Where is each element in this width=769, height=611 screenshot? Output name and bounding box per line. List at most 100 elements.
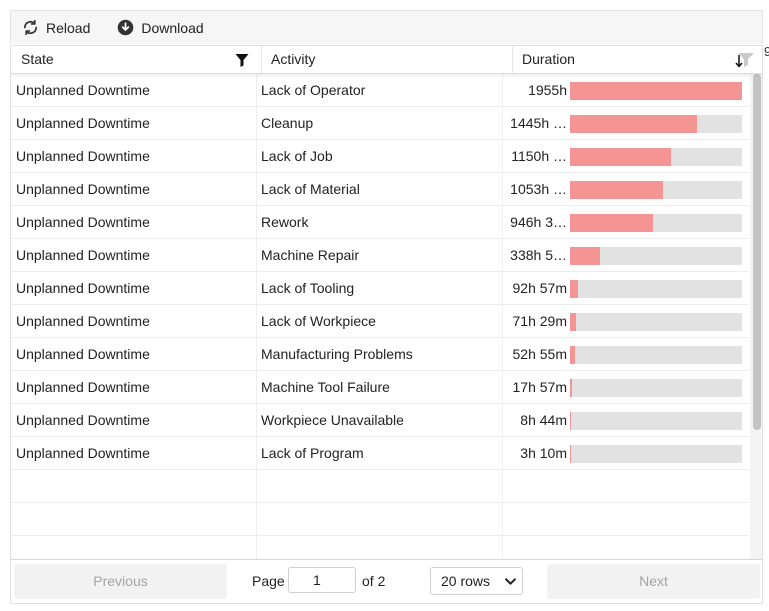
state-cell: Unplanned Downtime	[16, 280, 150, 296]
reload-label: Reload	[46, 19, 91, 36]
activity-cell: Manufacturing Problems	[261, 346, 413, 362]
download-label: Download	[141, 19, 204, 36]
state-cell: Unplanned Downtime	[16, 148, 150, 164]
table-row[interactable]: Unplanned Downtime Lack of Tooling 92h 57m	[11, 272, 749, 305]
duration-cell: 946h 3…	[510, 214, 567, 230]
duration-cell: 1150h …	[511, 148, 567, 164]
column-divider	[502, 74, 503, 560]
column-header-activity[interactable]: Activity	[261, 46, 513, 73]
table-row[interactable]: Unplanned Downtime Cleanup 1445h …	[11, 107, 749, 140]
table-row[interactable]: Unplanned Downtime Lack of Program 3h 10m	[11, 437, 749, 470]
state-cell: Unplanned Downtime	[16, 412, 150, 428]
duration-bar-track	[570, 445, 742, 463]
state-cell: Unplanned Downtime	[16, 346, 150, 362]
chevron-down-icon	[505, 578, 516, 585]
duration-bar-fill	[570, 412, 571, 430]
table-row[interactable]	[11, 470, 749, 503]
duration-cell: 1445h …	[510, 115, 567, 131]
page-count-label: of 2	[362, 573, 386, 589]
table-row[interactable]: Unplanned Downtime Machine Repair 338h 5…	[11, 239, 749, 272]
reload-button[interactable]: Reload	[22, 19, 90, 36]
activity-cell: Lack of Material	[261, 181, 360, 197]
reload-icon	[23, 19, 38, 36]
data-grid: State Activity Duration Unplanned Downti…	[10, 45, 763, 604]
duration-bar-fill	[570, 247, 600, 265]
state-cell: Unplanned Downtime	[16, 214, 150, 230]
duration-cell: 17h 57m	[512, 379, 567, 395]
activity-cell: Lack of Operator	[261, 82, 366, 98]
column-header-duration-label: Duration	[522, 51, 575, 67]
state-cell: Unplanned Downtime	[16, 181, 150, 197]
table-row[interactable]: Unplanned Downtime Manufacturing Problems…	[11, 338, 749, 371]
grid-header: State Activity Duration	[11, 46, 762, 74]
duration-bar-fill	[570, 313, 576, 331]
column-header-state-label: State	[21, 51, 54, 67]
duration-cell: 52h 55m	[512, 346, 567, 362]
column-header-duration[interactable]: Duration	[512, 46, 762, 73]
table-row[interactable]: Unplanned Downtime Workpiece Unavailable 8…	[11, 404, 749, 437]
download-button[interactable]: Download	[117, 19, 204, 36]
duration-cell: 1955h	[528, 82, 567, 98]
filter-icon[interactable]	[235, 53, 249, 67]
previous-button[interactable]: Previous	[14, 564, 227, 599]
state-cell: Unplanned Downtime	[16, 82, 150, 98]
table-row[interactable]	[11, 503, 749, 536]
activity-cell: Machine Repair	[261, 247, 360, 263]
duration-cell: 8h 44m	[520, 412, 567, 428]
state-cell: Unplanned Downtime	[16, 115, 150, 131]
state-cell: Unplanned Downtime	[16, 379, 150, 395]
duration-bar-fill	[570, 445, 571, 463]
table-row[interactable]: Unplanned Downtime Lack of Operator 1955h	[11, 74, 749, 107]
activity-cell: Lack of Program	[261, 445, 364, 461]
duration-bar-track	[570, 82, 742, 100]
column-header-state[interactable]: State	[11, 46, 262, 73]
activity-cell: Lack of Workpiece	[261, 313, 376, 329]
page-number-input[interactable]	[288, 567, 356, 593]
activity-cell: Workpiece Unavailable	[261, 412, 404, 428]
rows-per-page-value: 20 rows	[441, 573, 491, 589]
table-row[interactable]: Unplanned Downtime Rework 946h 3…	[11, 206, 749, 239]
activity-cell: Rework	[261, 214, 309, 230]
duration-bar-fill	[570, 346, 575, 364]
duration-bar-track	[570, 148, 742, 166]
state-cell: Unplanned Downtime	[16, 247, 150, 263]
duration-bar-fill	[570, 214, 653, 232]
duration-cell: 1053h …	[510, 181, 567, 197]
duration-bar-fill	[570, 148, 671, 166]
column-header-activity-label: Activity	[271, 51, 316, 67]
duration-bar-fill	[570, 280, 578, 298]
duration-bar-track	[570, 280, 742, 298]
table-row[interactable]: Unplanned Downtime Lack of Workpiece 71h 2…	[11, 305, 749, 338]
duration-cell: 92h 57m	[512, 280, 567, 296]
activity-cell: Machine Tool Failure	[261, 379, 390, 395]
duration-bar-fill	[570, 379, 572, 397]
sort-descending-icon[interactable]	[732, 52, 756, 68]
pagination-bar: Previous Page of 2 20 rows Next	[11, 559, 762, 603]
download-icon	[118, 19, 134, 36]
toolbar: Reload Download	[10, 10, 763, 44]
duration-bar-track	[570, 379, 742, 397]
next-button[interactable]: Next	[547, 564, 760, 599]
duration-cell: 3h 10m	[520, 445, 567, 461]
table-row[interactable]: Unplanned Downtime Machine Tool Failure 17…	[11, 371, 749, 404]
duration-bar-fill	[570, 181, 663, 199]
duration-bar-track	[570, 247, 742, 265]
duration-cell: 338h 5…	[510, 247, 567, 263]
table-row[interactable]: Unplanned Downtime Lack of Material 1053h …	[11, 173, 749, 206]
duration-bar-fill	[570, 115, 697, 133]
activity-cell: Lack of Job	[261, 148, 333, 164]
rows-per-page-select[interactable]: 20 rows	[430, 567, 523, 595]
activity-cell: Cleanup	[261, 115, 314, 131]
scrollbar-thumb[interactable]	[753, 74, 761, 430]
page-label: Page	[252, 573, 285, 589]
table-row[interactable]: Unplanned Downtime Lack of Job 1150h …	[11, 140, 749, 173]
state-cell: Unplanned Downtime	[16, 313, 150, 329]
duration-cell: 71h 29m	[512, 313, 567, 329]
state-cell: Unplanned Downtime	[16, 445, 150, 461]
duration-bar-track	[570, 346, 742, 364]
column-divider	[256, 74, 257, 560]
duration-bar-fill	[570, 82, 742, 100]
grid-body: Unplanned Downtime Lack of Operator 1955h U…	[11, 74, 749, 560]
clipped-text-fragment: 9	[764, 44, 769, 59]
duration-bar-track	[570, 181, 742, 199]
